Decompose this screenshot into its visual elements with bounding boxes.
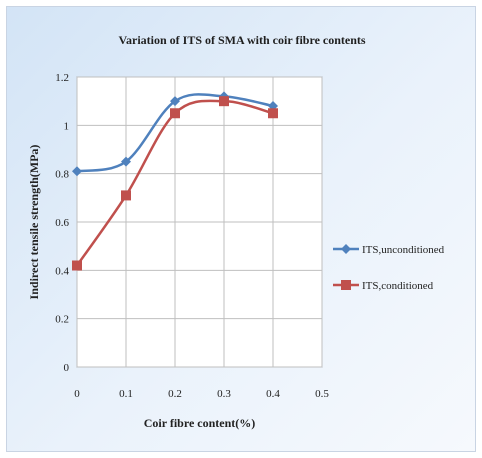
data-point-marker: [121, 156, 131, 167]
data-point-marker: [72, 166, 82, 177]
legend-item: ITS,conditioned: [333, 280, 434, 292]
x-tick-label: 0.4: [266, 388, 280, 400]
line-chart: 0 0.2 0.4 0.6 0.8 1 1.2 0 0.1 0.2 0.3 0.4 0.5 ITS,u…: [27, 33, 445, 430]
data-point-marker: [170, 96, 180, 107]
y-tick-label: 0: [64, 362, 70, 374]
x-tick-label: 0.2: [168, 388, 182, 400]
data-point-marker: [268, 108, 278, 119]
y-tick-label: 1: [64, 120, 70, 132]
legend-label: ITS,unconditioned: [362, 244, 445, 256]
series-2: [72, 96, 278, 271]
y-tick-label: 0.8: [55, 169, 69, 181]
data-point-marker: [170, 108, 180, 119]
y-tick-label: 0.2: [55, 314, 69, 326]
x-axis-label: Coir fibre content(%): [144, 416, 256, 430]
legend-marker: [341, 244, 351, 254]
legend-marker: [341, 280, 351, 290]
data-point-marker: [219, 96, 229, 107]
y-tick-label: 0.6: [55, 217, 69, 229]
data-point-marker: [121, 190, 131, 201]
chart-area: 0 0.2 0.4 0.6 0.8 1 1.2 0 0.1 0.2 0.3 0.4 0.5 ITS,u…: [6, 6, 476, 452]
x-tick-label: 0.1: [119, 388, 133, 400]
x-tick-label: 0: [74, 388, 80, 400]
y-tick-label: 1.2: [55, 72, 69, 84]
chart-title: Variation of ITS of SMA with coir fibre …: [118, 33, 365, 47]
series-group: [72, 91, 278, 271]
series-line: [75, 99, 274, 267]
y-tick-labels: 0 0.2 0.4 0.6 0.8 1 1.2: [55, 72, 69, 374]
x-tick-label: 0.5: [315, 388, 329, 400]
legend-item: ITS,unconditioned: [333, 244, 445, 256]
legend: ITS,unconditioned ITS,conditioned: [333, 244, 445, 292]
data-point-marker: [72, 260, 82, 271]
legend-label: ITS,conditioned: [362, 280, 434, 292]
y-axis-label: Indirect tensile strength(MPa): [27, 145, 41, 300]
y-tick-label: 0.4: [55, 265, 69, 277]
gridlines: [76, 76, 323, 368]
x-tick-label: 0.3: [217, 388, 231, 400]
x-tick-labels: 0 0.1 0.2 0.3 0.4 0.5: [74, 388, 329, 400]
